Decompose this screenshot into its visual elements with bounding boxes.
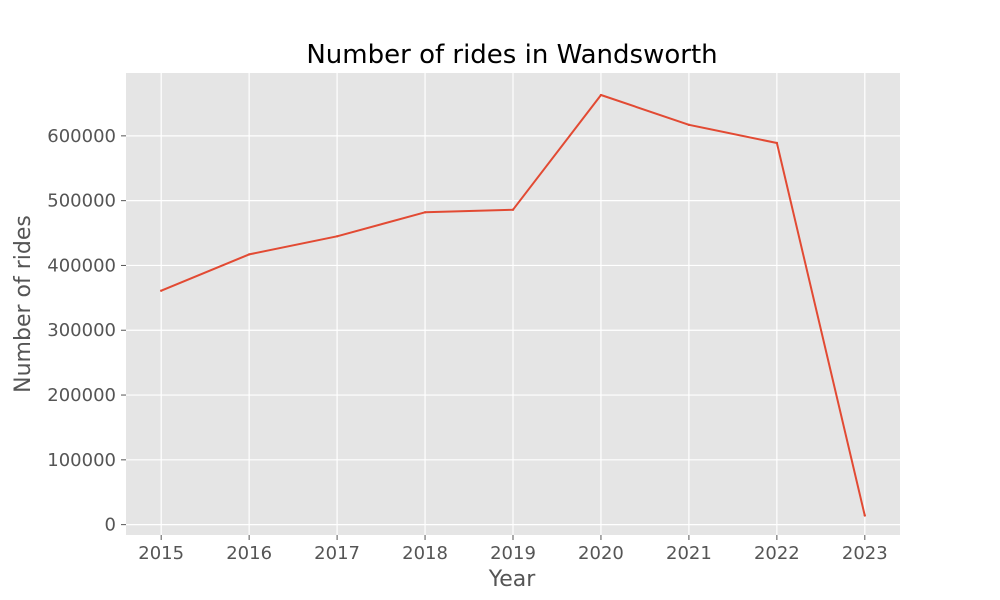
y-tick-label: 500000 [47,191,116,212]
x-tick-label: 2019 [490,543,536,564]
series-layer [159,93,867,517]
x-tick-label: 2016 [226,543,272,564]
data-point [863,514,867,517]
y-axis-label: Number of rides [11,215,36,393]
x-tick-label: 2020 [578,543,624,564]
y-tick-label: 0 [105,515,116,536]
y-tick-label: 400000 [47,255,116,276]
grid [126,73,900,535]
x-tick-label: 2017 [314,543,360,564]
data-point [687,123,691,127]
y-tick-label: 100000 [47,450,116,471]
y-axis: 0 100000 200000 300000 400000 500000 600000 [47,126,126,536]
data-point [511,208,515,211]
x-axis-label: Year [488,567,537,592]
x-tick-label: 2018 [402,543,448,564]
data-point [599,93,603,97]
y-tick-label: 200000 [47,385,116,406]
x-axis: 2015 2016 2017 2018 2019 2020 2021 2022 2023 [138,535,888,564]
x-tick-label: 2015 [138,543,184,564]
data-point [775,141,779,145]
x-tick-label: 2021 [666,543,712,564]
data-point [335,235,339,238]
x-tick-label: 2023 [842,543,888,564]
data-point [423,211,427,214]
data-point [247,253,251,256]
y-tick-label: 300000 [47,320,116,341]
x-tick-label: 2022 [754,543,800,564]
chart-title: Number of rides in Wandsworth [306,40,717,70]
y-tick-label: 600000 [47,126,116,147]
data-point [159,289,163,292]
